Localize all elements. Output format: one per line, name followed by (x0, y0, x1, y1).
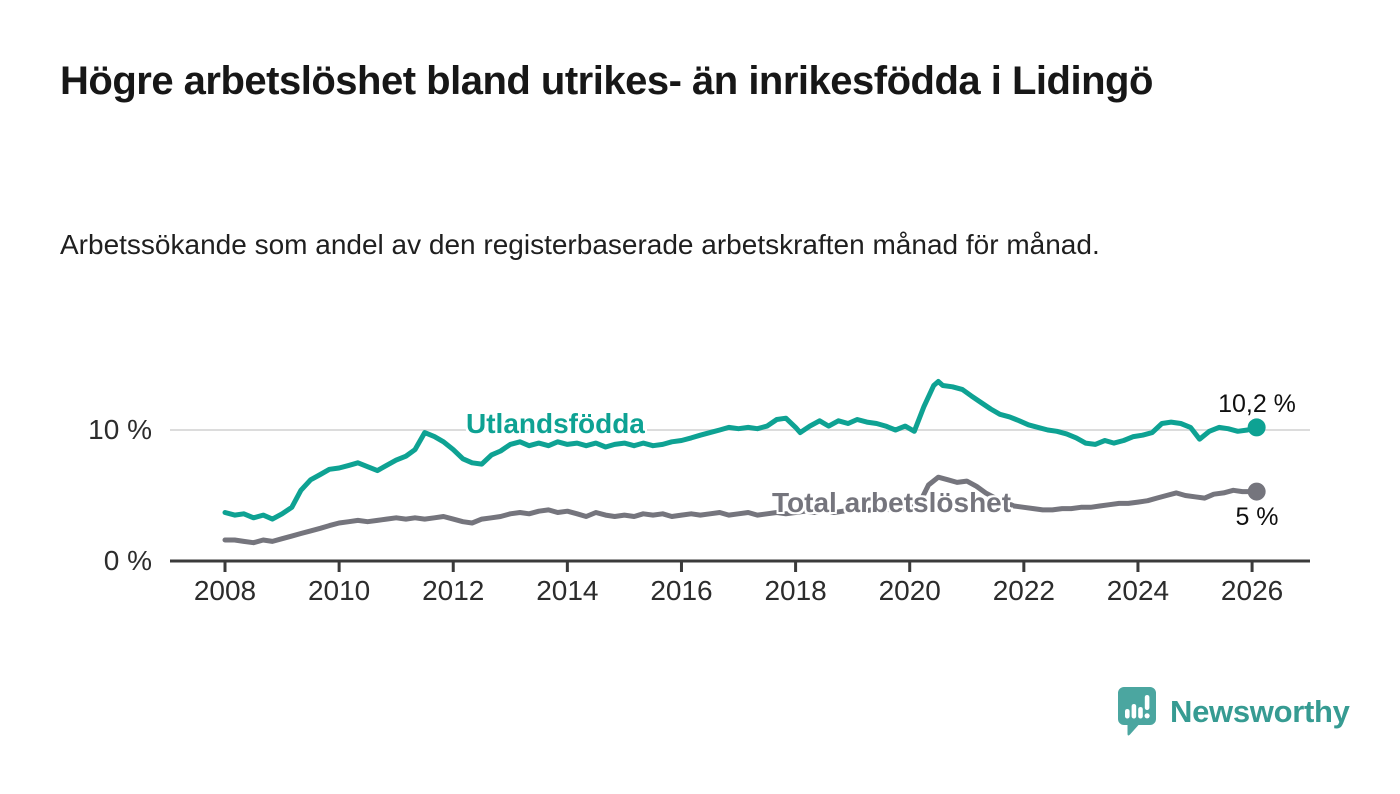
logo-bars-icon (1125, 695, 1150, 719)
series-label-utlandsfodda: Utlandsfödda (466, 408, 645, 439)
svg-text:2026: 2026 (1221, 575, 1283, 606)
series-lines-layer (222, 379, 1266, 546)
series-label-total-arbetsloshet: Total arbetslöshet (772, 487, 1012, 518)
page-subtitle: Arbetssökande som andel av den registerb… (60, 229, 1100, 260)
svg-text:2024: 2024 (1107, 575, 1169, 606)
y-axis-label-0: 0 % (103, 545, 152, 576)
newsworthy-logo-text: Newsworthy (1170, 694, 1350, 729)
svg-text:2018: 2018 (764, 575, 826, 606)
svg-text:2014: 2014 (536, 575, 598, 606)
end-value-label-utlandsfodda: 10,2 % (1218, 390, 1296, 418)
newsworthy-logo: Newsworthy (1117, 686, 1350, 738)
x-axis-layer: 2008 2010 2012 2014 2016 2018 2020 2022 2024 2026 (170, 559, 1310, 606)
newsworthy-logo-icon (1118, 687, 1156, 736)
svg-text:2020: 2020 (879, 575, 941, 606)
y-axis-label-10: 10 % (88, 414, 152, 445)
svg-text:2022: 2022 (993, 575, 1055, 606)
page-title: Högre arbetslöshet bland utrikes- än inr… (60, 59, 1153, 103)
svg-text:2008: 2008 (194, 575, 256, 606)
svg-text:2012: 2012 (422, 575, 484, 606)
end-value-label-total: 5 % (1235, 503, 1279, 531)
svg-text:2010: 2010 (308, 575, 370, 606)
svg-text:2016: 2016 (650, 575, 712, 606)
